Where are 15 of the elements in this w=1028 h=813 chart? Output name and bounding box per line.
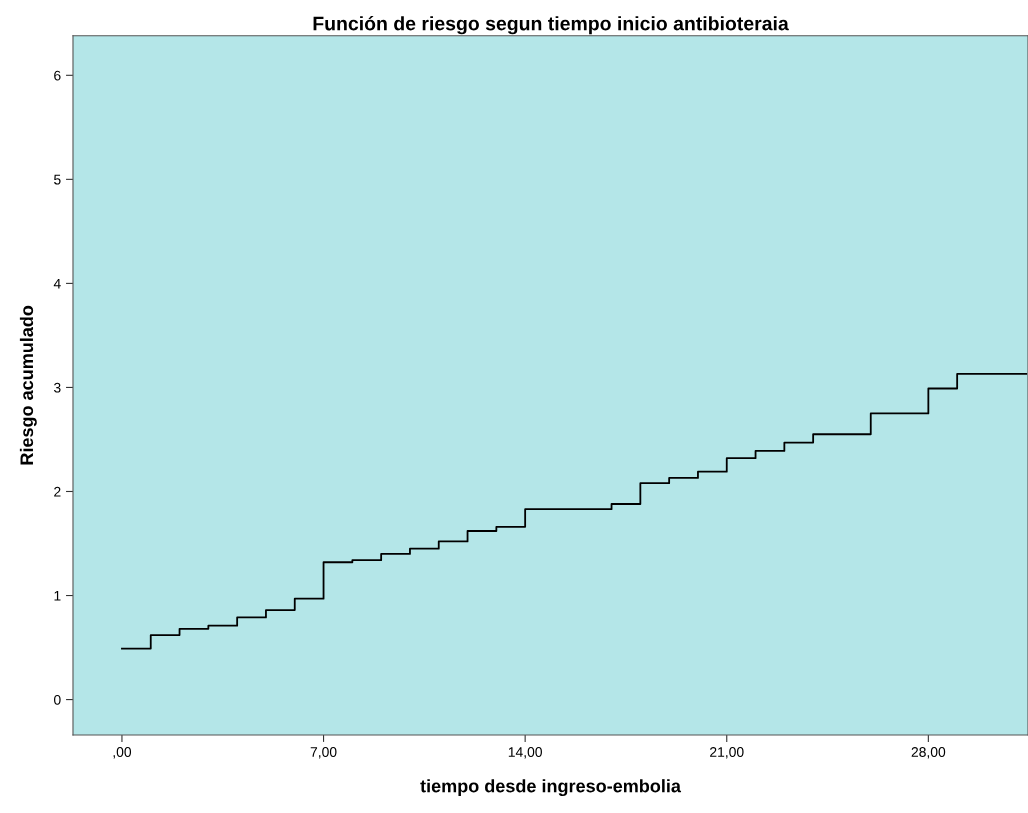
y-tick-label: 4: [53, 278, 61, 289]
x-tick-label: 7,00: [310, 747, 337, 759]
y-tick-label: 6: [54, 70, 61, 81]
x-tick-label: 14,00: [508, 747, 542, 759]
x-tick-label: 21,00: [710, 747, 744, 759]
y-tick-label: 2: [54, 486, 61, 497]
y-tick-label: 3: [53, 382, 61, 393]
y-tick-label: 1: [54, 591, 61, 601]
y-tick-label: 0: [54, 694, 61, 705]
x-tick-label: 28,00: [911, 747, 946, 759]
y-axis-title: Riesgo acumulado: [19, 305, 37, 465]
x-tick-label: ,00: [113, 747, 132, 759]
x-axis-title: tiempo desde ingreso-embolia: [420, 779, 682, 797]
chart-title: Función de riesgo segun tiempo inicio antibioteraia: [313, 15, 789, 35]
y-tick-label: 5: [54, 174, 61, 185]
